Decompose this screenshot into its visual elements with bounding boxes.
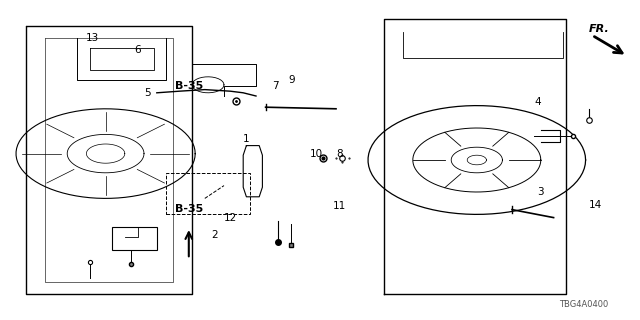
Text: 2: 2 [211,230,218,240]
Text: 10: 10 [310,148,323,159]
Text: 9: 9 [288,75,294,85]
Text: 5: 5 [144,88,150,98]
Text: 1: 1 [243,134,250,144]
Text: 12: 12 [224,212,237,223]
Bar [166,173,250,214]
Text: TBG4A0400: TBG4A0400 [559,300,608,309]
Text: 3: 3 [538,187,544,197]
Text: 6: 6 [134,44,141,55]
Text: FR.: FR. [589,24,609,34]
Text: 4: 4 [534,97,541,108]
Text: 14: 14 [589,200,602,210]
Text: 7: 7 [272,81,278,92]
Text: B-35: B-35 [175,81,203,92]
Text: 8: 8 [336,148,342,159]
Bar [112,227,157,250]
Text: 13: 13 [86,33,99,44]
Text: B-35: B-35 [175,204,203,214]
Text: 11: 11 [333,201,346,212]
